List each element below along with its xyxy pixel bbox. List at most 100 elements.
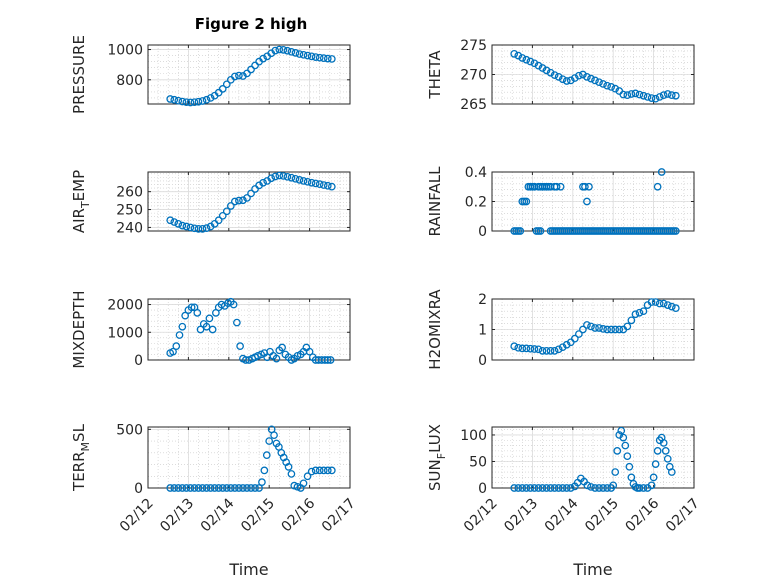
data-point — [619, 433, 628, 442]
y-tick-label: 0 — [478, 353, 487, 369]
data-point — [583, 321, 591, 329]
data-point — [566, 484, 575, 492]
data-point — [631, 310, 640, 319]
data-point — [247, 484, 255, 492]
y-tick-label: 1000 — [107, 325, 143, 341]
data-point — [279, 45, 288, 54]
data-point — [579, 325, 587, 334]
data-point — [522, 344, 531, 353]
data-point — [218, 211, 227, 220]
data-point — [166, 216, 175, 225]
data-point — [259, 54, 267, 63]
data-point — [174, 219, 183, 228]
data-point — [635, 308, 644, 317]
data-point — [583, 481, 592, 490]
data-point — [214, 88, 223, 97]
data-point — [193, 309, 202, 317]
data-point — [174, 96, 183, 105]
data-point — [287, 173, 296, 182]
data-point — [283, 172, 292, 181]
data-point — [243, 484, 251, 492]
y-axis-label-rest: LUX — [426, 424, 444, 453]
data-point — [259, 178, 267, 187]
data-point — [635, 484, 644, 492]
data-point — [194, 97, 203, 106]
data-point — [550, 71, 559, 79]
data-point — [534, 484, 543, 492]
subplot-5: 0 1000 2000 MIXDEPTH — [70, 290, 351, 369]
data-point — [247, 65, 255, 74]
data-point — [267, 174, 276, 183]
y-axis-label: RAINFALL — [426, 166, 444, 237]
data-point — [623, 322, 632, 331]
data-point — [526, 344, 535, 353]
data-point — [319, 54, 328, 63]
data-point — [187, 303, 196, 312]
data-point — [649, 473, 658, 482]
data-point — [546, 68, 555, 77]
data-point — [214, 216, 223, 225]
data-point — [222, 207, 231, 216]
data-point — [239, 484, 247, 492]
y-axis-label: TERRMSL — [70, 423, 92, 492]
data-point — [518, 54, 527, 62]
data-point — [655, 299, 664, 308]
data-point — [181, 311, 190, 320]
data-point — [583, 73, 591, 81]
data-point — [659, 91, 668, 100]
data-point — [643, 93, 652, 101]
data-point — [186, 98, 195, 107]
data-point — [323, 54, 332, 63]
data-point — [558, 343, 567, 352]
data-point — [170, 95, 179, 104]
data-point — [233, 318, 241, 327]
data-point — [538, 346, 547, 355]
data-point — [231, 197, 239, 206]
data-point — [295, 50, 304, 58]
data-point — [657, 168, 666, 176]
data-point — [581, 182, 589, 191]
axes-box — [147, 171, 351, 232]
y-tick-label: 100 — [460, 428, 487, 444]
data-point — [536, 227, 545, 235]
data-point — [235, 71, 243, 80]
data-point — [530, 345, 539, 353]
data-point — [315, 53, 324, 62]
data-point — [530, 484, 539, 492]
data-point — [287, 470, 296, 478]
figure-title: Figure 2 high — [195, 15, 308, 33]
data-point — [607, 83, 616, 91]
data-point — [327, 55, 336, 63]
y-axis-label-subscript: F — [435, 453, 448, 459]
data-point — [621, 441, 630, 450]
data-point — [611, 84, 620, 93]
data-point — [653, 447, 662, 455]
data-point — [510, 342, 519, 351]
data-point — [295, 176, 304, 184]
data-point — [170, 218, 179, 226]
data-point — [202, 224, 211, 232]
data-point — [226, 484, 235, 492]
series-markers — [510, 49, 680, 103]
data-point — [326, 356, 335, 364]
data-point — [603, 484, 611, 492]
y-tick-label: 275 — [460, 38, 487, 54]
y-axis-label: PRESSURE — [70, 35, 88, 114]
data-point — [299, 177, 308, 185]
data-point — [198, 225, 207, 233]
data-point — [671, 304, 680, 312]
y-tick-label: 270 — [460, 68, 487, 84]
data-point — [510, 484, 519, 492]
data-point — [611, 468, 620, 476]
data-point — [651, 460, 660, 468]
data-point — [587, 483, 595, 491]
data-point — [542, 484, 551, 492]
data-point — [170, 484, 179, 492]
data-point — [635, 90, 644, 99]
data-point — [603, 81, 611, 90]
y-tick-label: 260 — [116, 185, 143, 201]
data-point — [327, 182, 336, 191]
data-point — [275, 171, 284, 180]
